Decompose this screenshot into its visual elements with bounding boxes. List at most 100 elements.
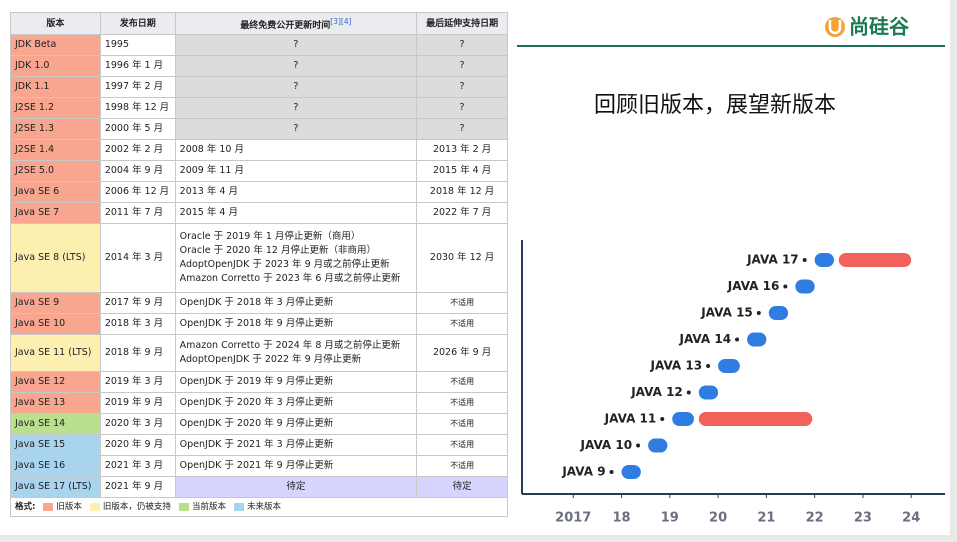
header-text: 最终免费公开更新时间 — [240, 20, 331, 31]
label-bullet — [706, 364, 711, 368]
cell-text: 2021 年 3 月 — [104, 460, 164, 471]
x-tick-label: 2017 — [555, 511, 591, 526]
table-cell: Java SE 14 — [10, 413, 101, 435]
cell-text: Java SE 15 — [15, 439, 66, 450]
cell-text: 2015 年 4 月 — [432, 165, 492, 176]
header-row: 版本 发布日期 最终免费公开更新时间[3][4] 最后延伸支持日期 — [10, 12, 508, 35]
cell-text: 不适用 — [450, 377, 475, 386]
table-row: JDK 1.0 1996 年 1 月?? — [10, 55, 508, 77]
cell-text: 2004 年 9 月 — [104, 165, 164, 176]
range-bar — [768, 306, 789, 320]
table-cell: ? — [174, 34, 418, 56]
cell-text: 待定 — [452, 481, 472, 492]
category-label: JAVA 9 — [561, 465, 605, 479]
legend-swatch — [233, 502, 244, 511]
cell-text: 2019 年 3 月 — [104, 376, 164, 387]
range-bar — [648, 438, 668, 453]
legend-title: 格式: — [15, 502, 36, 512]
table-cell: ? — [174, 55, 418, 77]
cell-text: 1997 年 2 月 — [104, 81, 164, 92]
cell-text: 不适用 — [450, 440, 475, 449]
label-bullet — [609, 470, 614, 474]
cell-text: 2022 年 7 月 — [432, 207, 492, 218]
cell-text: 2008 年 10 月 — [179, 144, 244, 155]
table-cell: 待定 — [416, 476, 508, 498]
range-bar — [838, 253, 912, 267]
cell-text: Java SE 9 — [15, 297, 60, 308]
timeline-chart: 2017 18 19 20 21 22 23 24 JAVA 17 JAVA 16 JAVA 15 J… — [555, 253, 920, 526]
table-cell: JDK Beta — [10, 34, 101, 56]
cell-text: 2017 年 9 月 — [104, 297, 164, 308]
cell-text: 2026 年 9 月 — [432, 347, 492, 358]
table-cell: 2030 年 12 月 — [416, 223, 508, 293]
cell-text: OpenJDK 于 2018 年 3 月停止更新 — [179, 297, 334, 308]
table-row: Java SE 8 (LTS) 2014 年 3 月 Oracle 于 2019 年… — [10, 223, 508, 293]
cell-text: 2019 年 9 月 — [104, 397, 164, 408]
header-text: 版本 — [46, 18, 65, 29]
cell-text: 2009 年 11 月 — [179, 165, 244, 176]
cell-text: ? — [293, 60, 299, 71]
logo-icon-u — [828, 20, 842, 35]
table-cell: 2018 年 9 月 — [99, 334, 176, 372]
range-bar — [698, 385, 719, 400]
range-bar — [621, 465, 641, 479]
label-bullet — [686, 390, 691, 395]
legend-swatch — [178, 502, 189, 511]
cell-text: 2000 年 5 月 — [104, 123, 164, 134]
legend-cell: 格式: 旧版本 旧版本，仍被支持 当前版本 未来版本 — [10, 497, 508, 517]
table-cell: JDK 1.1 — [10, 76, 101, 98]
legend-label: 当前版本 — [191, 502, 226, 512]
table-row: Java SE 9 2017 年 9 月 OpenJDK 于 2018 年 3 月停… — [10, 292, 508, 314]
legend-swatch — [43, 502, 54, 511]
table-row: J2SE 1.2 1998 年 12 月?? — [10, 97, 508, 119]
category-label: JAVA 11 — [604, 412, 657, 426]
table-row: JDK 1.1 1997 年 2 月?? — [10, 76, 508, 98]
cell-text: ? — [459, 102, 465, 113]
cell-text: 2018 年 12 月 — [429, 186, 495, 197]
logo-text: 尚硅谷 — [849, 15, 910, 39]
cell-line: Oracle 于 2020 年 12 月停止更新（非商用） — [179, 245, 376, 256]
cell-text: ? — [293, 39, 299, 50]
cell-text: OpenJDK 于 2019 年 9 月停止更新 — [179, 376, 334, 387]
cell-text: Java SE 17 (LTS) — [15, 481, 92, 492]
cell-text: 不适用 — [450, 419, 475, 428]
table-cell: Java SE 12 — [10, 371, 101, 393]
cell-line: AdoptOpenJDK 于 2023 年 9 月或之前停止更新 — [179, 259, 390, 270]
cell-text: OpenJDK 于 2020 年 9 月停止更新 — [179, 418, 334, 429]
table-cell: ? — [416, 97, 508, 119]
cell-text: 2021 年 9 月 — [104, 481, 164, 492]
cell-text: 2011 年 7 月 — [104, 207, 164, 218]
range-bar — [795, 279, 815, 294]
category-label: JAVA 15 — [700, 306, 753, 320]
cell-text: 2014 年 3 月 — [104, 252, 164, 263]
cell-line: Oracle 于 2019 年 1 月停止更新（商用） — [179, 231, 361, 242]
legend-swatch — [89, 502, 100, 511]
x-tick-label: 21 — [757, 511, 775, 526]
table-row: Java SE 12 2019 年 3 月 OpenJDK 于 2019 年 9 月… — [10, 371, 508, 393]
range-bar — [718, 359, 740, 373]
table-cell: ? — [174, 97, 418, 119]
cell-text: 2013 年 2 月 — [432, 144, 492, 155]
header-text: 发布日期 — [119, 18, 156, 29]
category-label: JAVA 17 — [746, 253, 799, 267]
cell-text: J2SE 1.3 — [15, 123, 55, 134]
cell-text: 不适用 — [450, 298, 475, 307]
table-cell: Oracle 于 2019 年 1 月停止更新（商用） Oracle 于 2020… — [174, 223, 418, 293]
cell-text: ? — [459, 81, 465, 92]
cell-text: Java SE 10 — [15, 318, 66, 329]
cell-text: 不适用 — [450, 461, 475, 470]
cell-text: J2SE 1.2 — [15, 102, 55, 113]
cell-text: Java SE 6 — [15, 186, 60, 197]
header-cell: 最终免费公开更新时间[3][4] — [174, 12, 418, 35]
cell-text: JDK 1.0 — [15, 60, 50, 71]
table-row: Java SE 15 2020 年 9 月 OpenJDK 于 2021 年 3 月… — [10, 434, 508, 456]
cell-text: 2013 年 4 月 — [179, 186, 238, 197]
table-cell: Java SE 8 (LTS) — [10, 223, 101, 293]
cell-line: Amazon Corretto 于 2023 年 6 月或之前停止更新 — [179, 273, 401, 284]
x-tick-label: 18 — [613, 511, 631, 526]
cell-text: ? — [459, 60, 465, 71]
category-label: JAVA 16 — [727, 279, 780, 293]
header-cell: 发布日期 — [99, 12, 176, 35]
range-bar — [814, 253, 834, 267]
cell-text: Java SE 12 — [15, 376, 66, 387]
